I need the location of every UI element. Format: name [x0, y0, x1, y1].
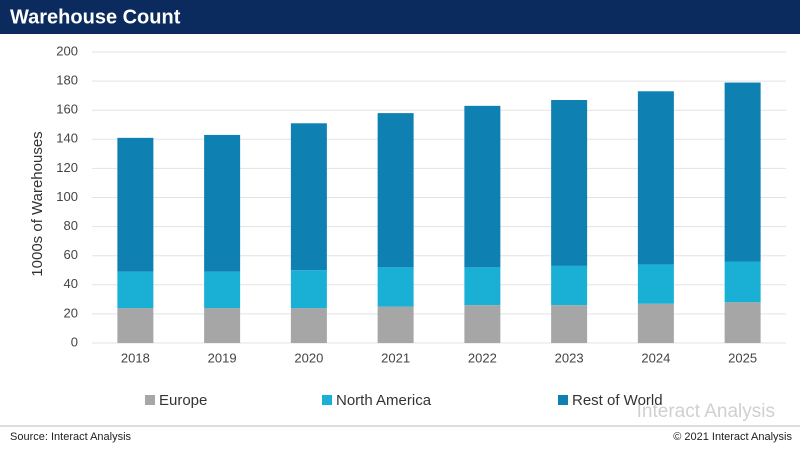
bar-segment — [551, 265, 588, 306]
bar-segment — [290, 308, 327, 343]
y-tick-label: 20 — [64, 305, 78, 320]
bar-segment — [290, 270, 327, 309]
bar-segment — [204, 271, 241, 309]
bar-segment — [204, 308, 241, 343]
y-tick-label: 120 — [56, 160, 78, 175]
x-tick-label: 2020 — [294, 350, 323, 365]
legend-label: Europe — [159, 392, 207, 409]
watermark: Interact Analysis — [637, 401, 775, 422]
y-axis-label: 1000s of Warehouses — [29, 131, 46, 276]
x-tick-label: 2025 — [728, 350, 757, 365]
bar-segment — [464, 267, 501, 306]
copyright: © 2021 Interact Analysis — [673, 431, 792, 443]
x-tick-label: 2023 — [555, 350, 584, 365]
x-tick-label: 2022 — [468, 350, 497, 365]
y-tick-label: 60 — [64, 247, 78, 262]
bar-segment — [637, 264, 674, 304]
y-tick-label: 180 — [56, 73, 78, 88]
y-tick-label: 40 — [64, 276, 78, 291]
bar-segment — [724, 82, 761, 262]
bar-segment — [551, 305, 588, 343]
bar-segment — [117, 137, 154, 272]
y-tick-label: 140 — [56, 131, 78, 146]
bar-segment — [551, 100, 588, 266]
bar-segment — [290, 123, 327, 271]
chart-title: Warehouse Count — [10, 6, 181, 28]
bar-segment — [464, 305, 501, 343]
legend-swatch — [145, 395, 155, 405]
bar-segment — [724, 302, 761, 343]
legend-swatch — [322, 395, 332, 405]
x-tick-label: 2021 — [381, 350, 410, 365]
bar-segment — [117, 308, 154, 343]
bar-segment — [724, 261, 761, 303]
x-tick-label: 2024 — [641, 350, 670, 365]
bar-segment — [377, 113, 414, 268]
header-bar — [0, 0, 800, 34]
bar-segment — [204, 134, 241, 272]
legend-label: North America — [336, 392, 432, 409]
y-tick-label: 0 — [71, 334, 78, 349]
bar-segment — [637, 91, 674, 265]
y-tick-label: 100 — [56, 189, 78, 204]
legend-label: Rest of World — [572, 392, 663, 409]
bar-segment — [637, 303, 674, 343]
source: Source: Interact Analysis — [10, 431, 132, 443]
bar-segment — [464, 105, 501, 268]
bar-segment — [117, 271, 154, 309]
x-tick-label: 2018 — [121, 350, 150, 365]
bar-segment — [377, 306, 414, 343]
y-tick-label: 200 — [56, 43, 78, 58]
y-tick-label: 160 — [56, 102, 78, 117]
x-tick-label: 2019 — [208, 350, 237, 365]
legend-swatch — [558, 395, 568, 405]
y-tick-label: 80 — [64, 218, 78, 233]
bar-segment — [377, 267, 414, 307]
